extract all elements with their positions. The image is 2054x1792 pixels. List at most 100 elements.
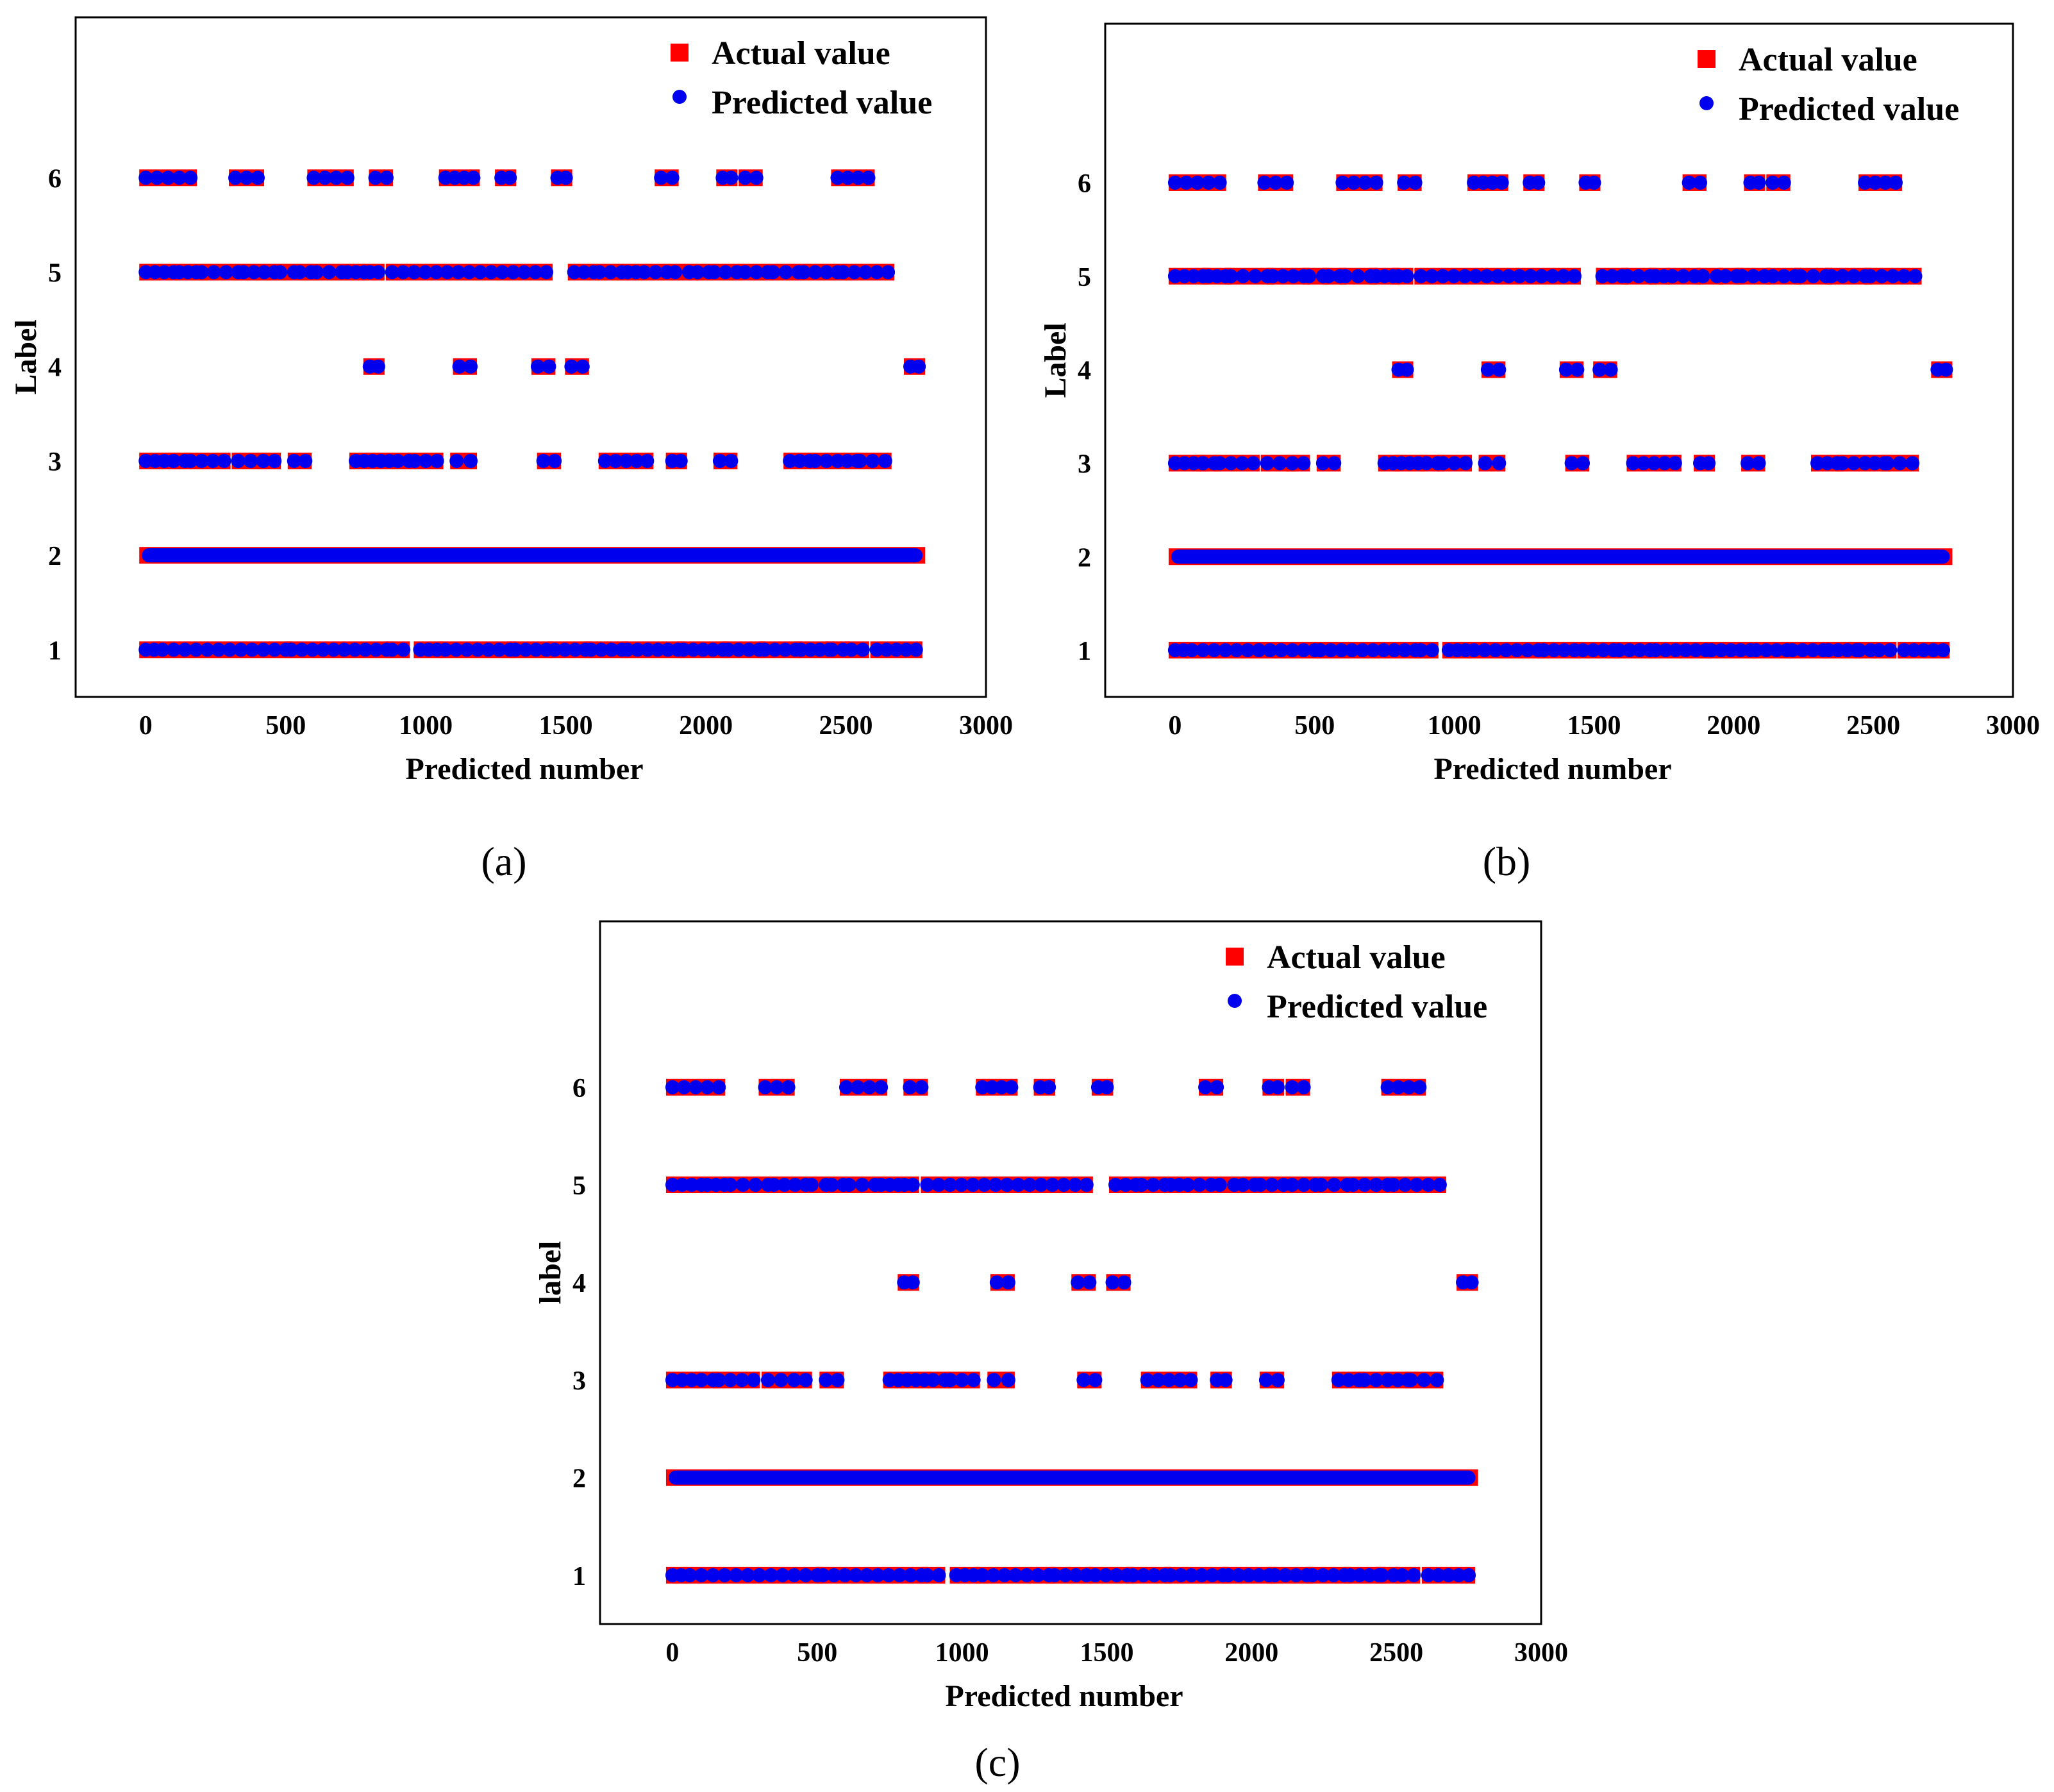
predicted-marker-label-3 — [1858, 456, 1873, 471]
predicted-marker-label-5 — [385, 265, 399, 280]
predicted-marker-label-3 — [217, 453, 231, 468]
plot-frame — [74, 16, 987, 698]
predicted-marker-label-4 — [1570, 362, 1585, 377]
predicted-marker-label-1 — [1285, 643, 1299, 658]
predicted-marker-label-1 — [1241, 1568, 1256, 1582]
predicted-marker-label-1 — [1352, 1568, 1367, 1582]
predicted-marker-label-5 — [1180, 1178, 1195, 1192]
predicted-marker-label-1 — [706, 642, 720, 657]
predicted-marker-label-3 — [1218, 1373, 1233, 1387]
predicted-marker-label-1 — [1805, 643, 1820, 658]
y-tick-label: 2 — [1078, 543, 1091, 573]
legend-square-icon — [1226, 948, 1244, 966]
predicted-marker-label-5 — [451, 265, 465, 280]
predicted-marker-label-3 — [723, 1373, 738, 1387]
predicted-marker-label-1 — [1883, 643, 1898, 658]
predicted-marker-label-6 — [1190, 175, 1205, 190]
predicted-marker-label-3 — [1892, 456, 1907, 471]
predicted-marker-label-1 — [1315, 1568, 1330, 1582]
predicted-marker-label-5 — [1235, 1178, 1250, 1192]
predicted-marker-label-6 — [172, 171, 187, 185]
predicted-marker-label-5 — [1285, 1178, 1299, 1192]
predicted-marker-label-3 — [1458, 456, 1473, 471]
predicted-marker-label-4 — [1117, 1275, 1131, 1290]
predicted-marker-label-6 — [1408, 175, 1423, 190]
predicted-marker-label-3 — [244, 453, 258, 468]
predicted-marker-label-5 — [1824, 269, 1839, 283]
predicted-marker-label-1 — [396, 642, 411, 657]
predicted-marker-label-1 — [1174, 1568, 1189, 1582]
y-tick-label: 5 — [572, 1171, 586, 1201]
predicted-marker-label-3 — [1430, 1373, 1444, 1387]
predicted-marker-label-1 — [1749, 643, 1764, 658]
predicted-marker-label-5 — [322, 265, 337, 280]
predicted-marker-label-5 — [1432, 1178, 1447, 1192]
predicted-marker-label-6 — [839, 1080, 853, 1094]
predicted-marker-label-1 — [449, 642, 463, 657]
predicted-marker-label-5 — [690, 265, 705, 280]
predicted-marker-label-3 — [665, 1373, 680, 1387]
predicted-marker-label-1 — [1334, 643, 1349, 658]
y-axis-label: Label — [1039, 322, 1073, 398]
predicted-marker-label-1 — [305, 642, 320, 657]
predicted-marker-label-5 — [674, 1178, 689, 1192]
predicted-marker-label-5 — [718, 265, 733, 280]
predicted-marker-label-5 — [1212, 1178, 1227, 1192]
predicted-marker-label-1 — [848, 1568, 863, 1582]
predicted-marker-label-1 — [683, 1568, 697, 1582]
predicted-marker-label-3 — [1285, 456, 1299, 471]
predicted-marker-label-6 — [1380, 1080, 1395, 1094]
predicted-marker-label-1 — [931, 1568, 946, 1582]
predicted-marker-label-1 — [1477, 643, 1492, 658]
chart-panel-c: 1 2 3 4 5 6 0 500 1000 1500 2000 2500 3000 Predicted … — [533, 920, 1568, 1785]
legend-circle-icon — [672, 90, 687, 104]
predicted-marker-label-1 — [460, 642, 474, 657]
predicted-marker-label-1 — [1557, 643, 1571, 658]
predicted-marker-label-1 — [1462, 1568, 1476, 1582]
predicted-marker-label-5 — [1718, 269, 1733, 283]
predicted-marker-label-1 — [267, 642, 282, 657]
predicted-marker-label-1 — [1395, 1568, 1410, 1582]
predicted-marker-label-6 — [830, 171, 845, 185]
predicted-marker-label-1 — [1596, 643, 1610, 658]
predicted-marker-label-1 — [1184, 1568, 1199, 1582]
predicted-marker-label-5 — [1409, 1178, 1424, 1192]
predicted-marker-label-1 — [1326, 1568, 1341, 1582]
predicted-marker-label-1 — [1622, 643, 1637, 658]
predicted-marker-label-5 — [1632, 269, 1646, 283]
predicted-marker-label-5 — [1512, 269, 1527, 283]
predicted-marker-label-4 — [564, 359, 579, 374]
predicted-marker-label-4 — [452, 359, 467, 374]
predicted-marker-label-5 — [1108, 1178, 1123, 1192]
predicted-marker-label-6 — [1391, 1080, 1406, 1094]
predicted-marker-label-3 — [619, 453, 633, 468]
predicted-marker-label-3 — [685, 1373, 699, 1387]
predicted-marker-label-6 — [861, 171, 876, 185]
predicted-marker-label-3 — [547, 453, 562, 468]
predicted-marker-label-5 — [637, 265, 651, 280]
predicted-marker-label-5 — [1846, 269, 1861, 283]
predicted-marker-label-5 — [1908, 269, 1923, 283]
predicted-marker-label-1 — [1207, 643, 1221, 658]
predicted-marker-label-1 — [676, 642, 691, 657]
legend-predicted-label: Predicted value — [1267, 989, 1487, 1025]
predicted-marker-label-5 — [723, 1178, 738, 1192]
predicted-marker-label-1 — [1313, 643, 1328, 658]
y-tick-label: 4 — [48, 353, 62, 383]
predicted-marker-label-1 — [660, 642, 675, 657]
predicted-marker-label-3 — [640, 453, 655, 468]
x-tick-label: 2500 — [1369, 1638, 1423, 1668]
predicted-marker-label-1 — [903, 1568, 918, 1582]
predicted-marker-label-1 — [188, 642, 203, 657]
predicted-marker-label-1 — [717, 1568, 732, 1582]
predicted-marker-label-4 — [1464, 1275, 1479, 1290]
predicted-marker-label-5 — [842, 1178, 856, 1192]
predicted-marker-label-6 — [379, 171, 394, 185]
predicted-marker-label-1 — [1251, 1568, 1266, 1582]
predicted-marker-label-5 — [1897, 269, 1912, 283]
predicted-marker-label-3 — [878, 453, 892, 468]
predicted-marker-label-4 — [1492, 362, 1507, 377]
predicted-marker-label-5 — [1314, 1178, 1328, 1192]
predicted-marker-label-3 — [1140, 1373, 1155, 1387]
y-tick-label: 4 — [1078, 356, 1091, 386]
